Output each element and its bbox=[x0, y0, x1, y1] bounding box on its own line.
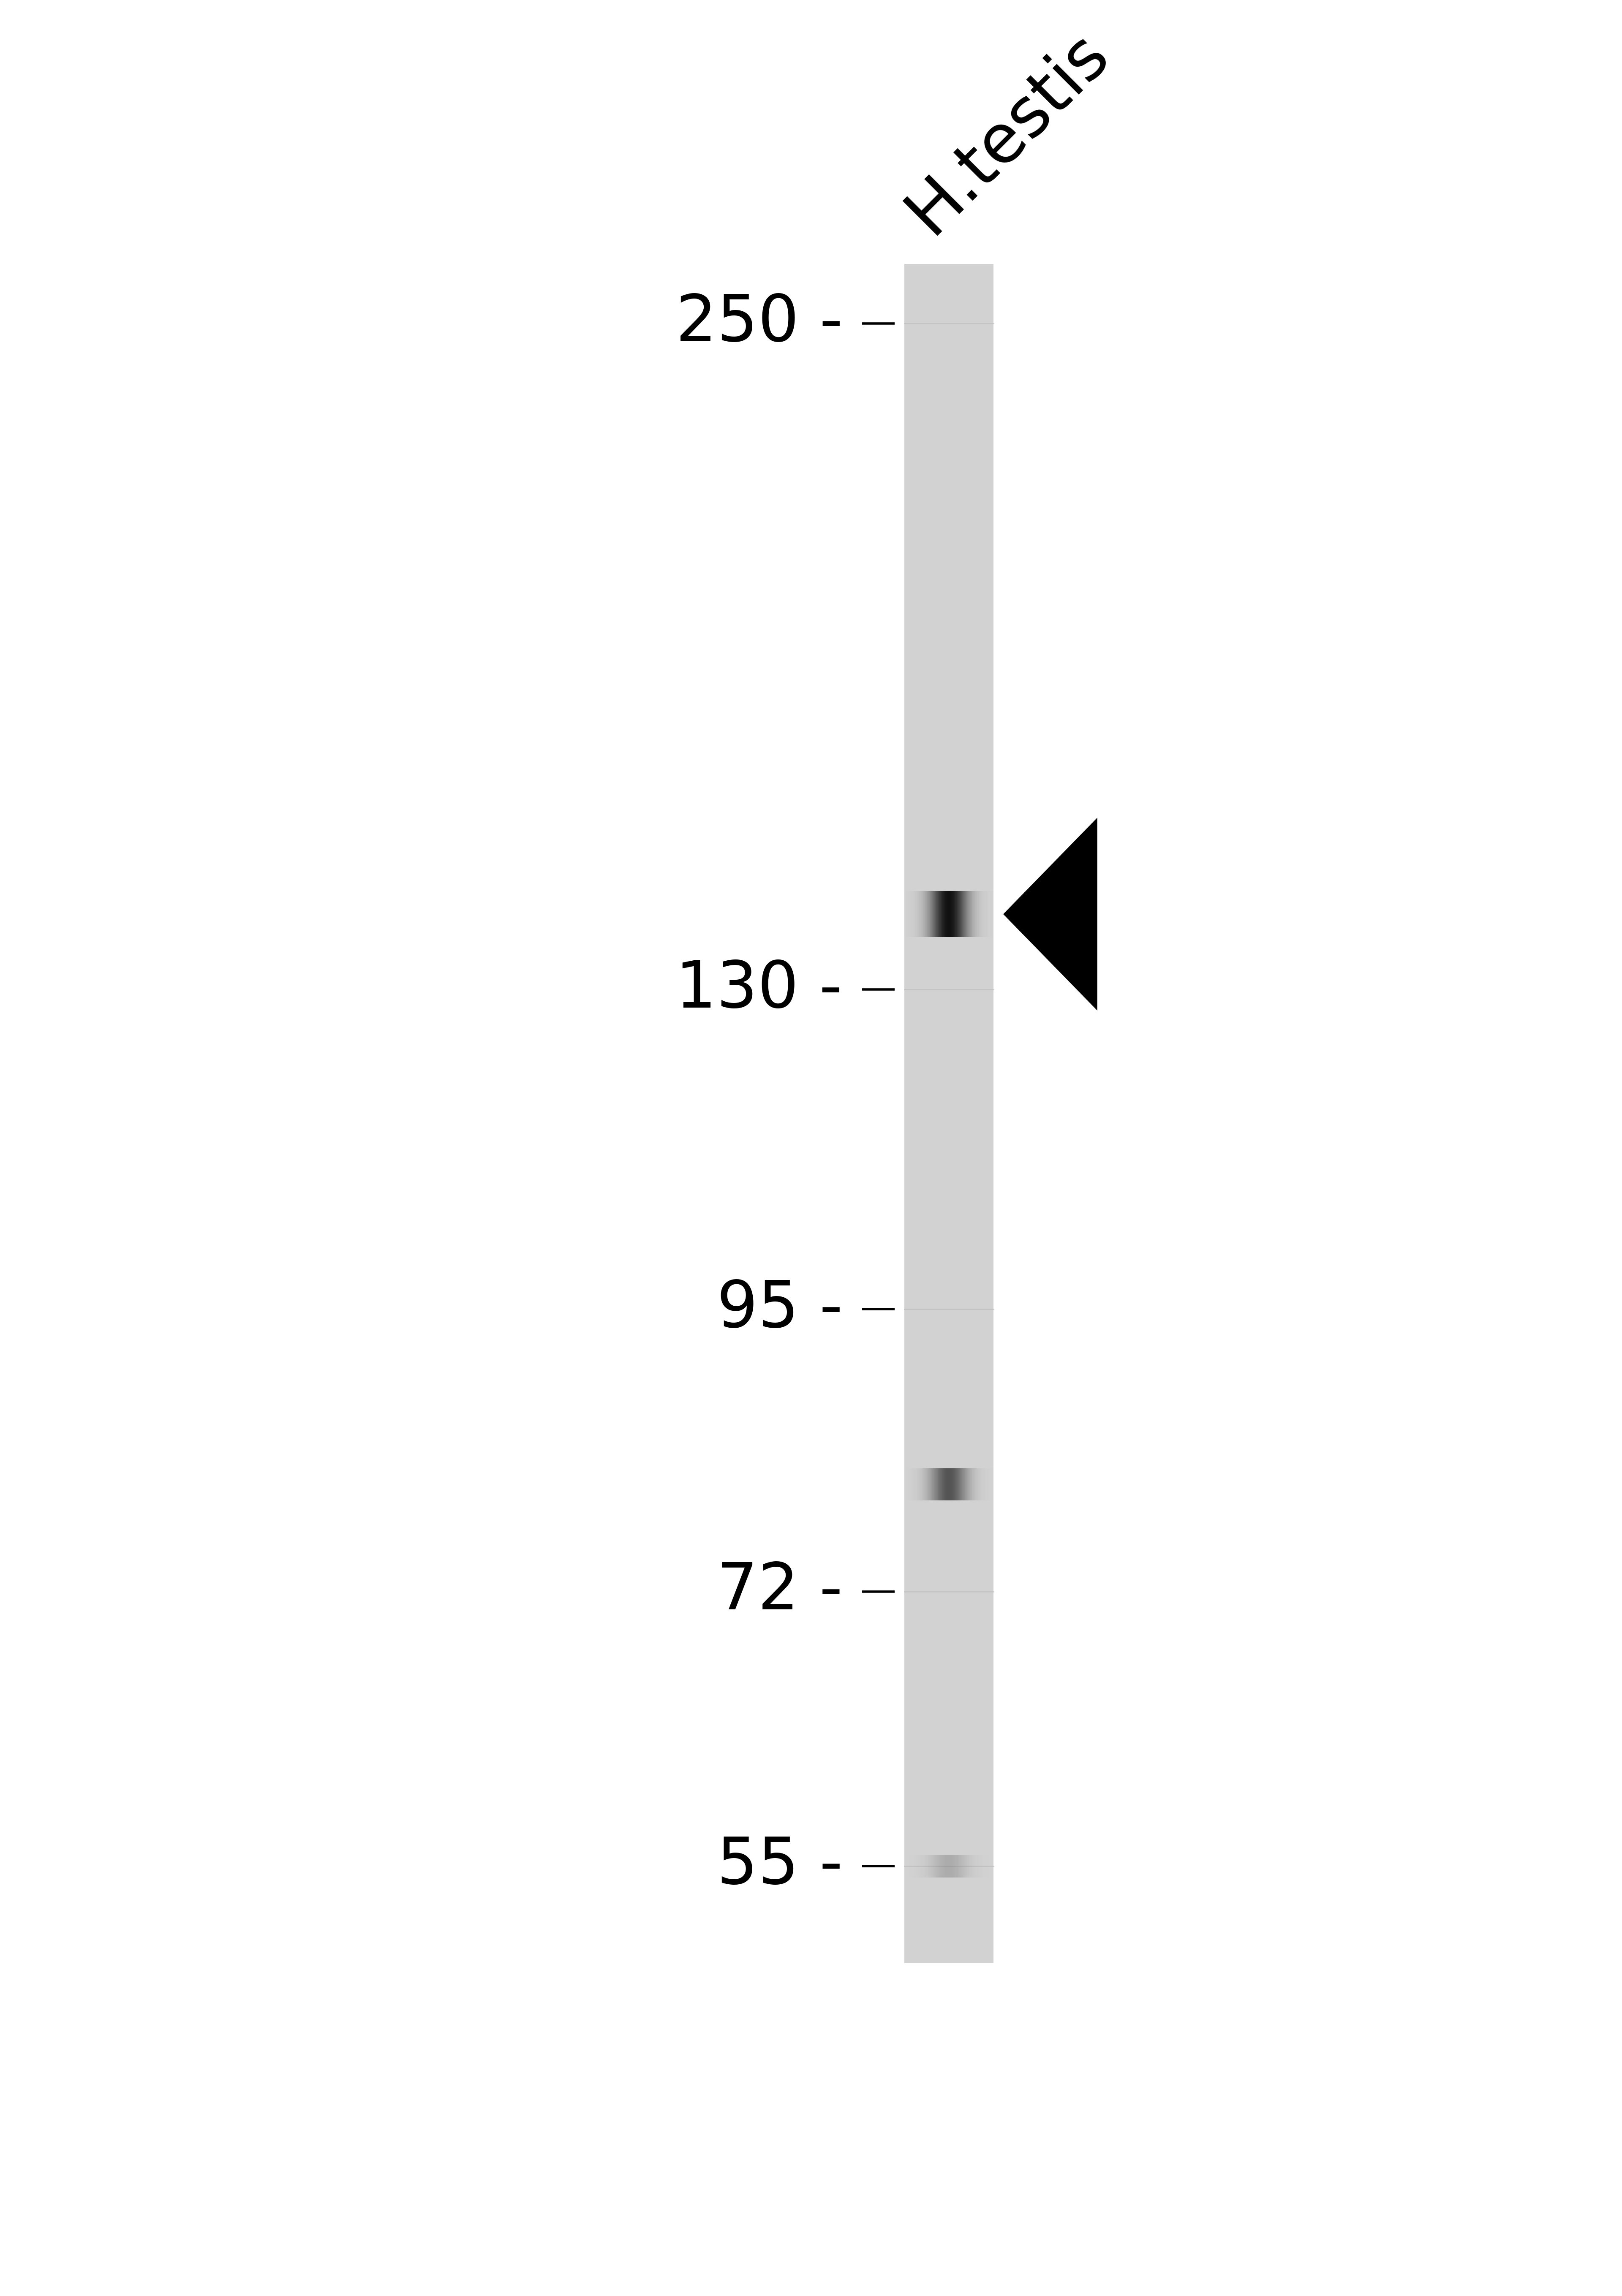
Text: 55 -: 55 - bbox=[717, 1835, 843, 1896]
Text: 95 -: 95 - bbox=[717, 1277, 843, 1341]
Bar bbox=[905, 264, 994, 1963]
Text: 250 -: 250 - bbox=[676, 292, 843, 356]
Text: 72 -: 72 - bbox=[717, 1559, 843, 1623]
Polygon shape bbox=[1002, 817, 1096, 1010]
Text: H.testis: H.testis bbox=[894, 18, 1121, 246]
Text: 130 -: 130 - bbox=[676, 957, 843, 1022]
